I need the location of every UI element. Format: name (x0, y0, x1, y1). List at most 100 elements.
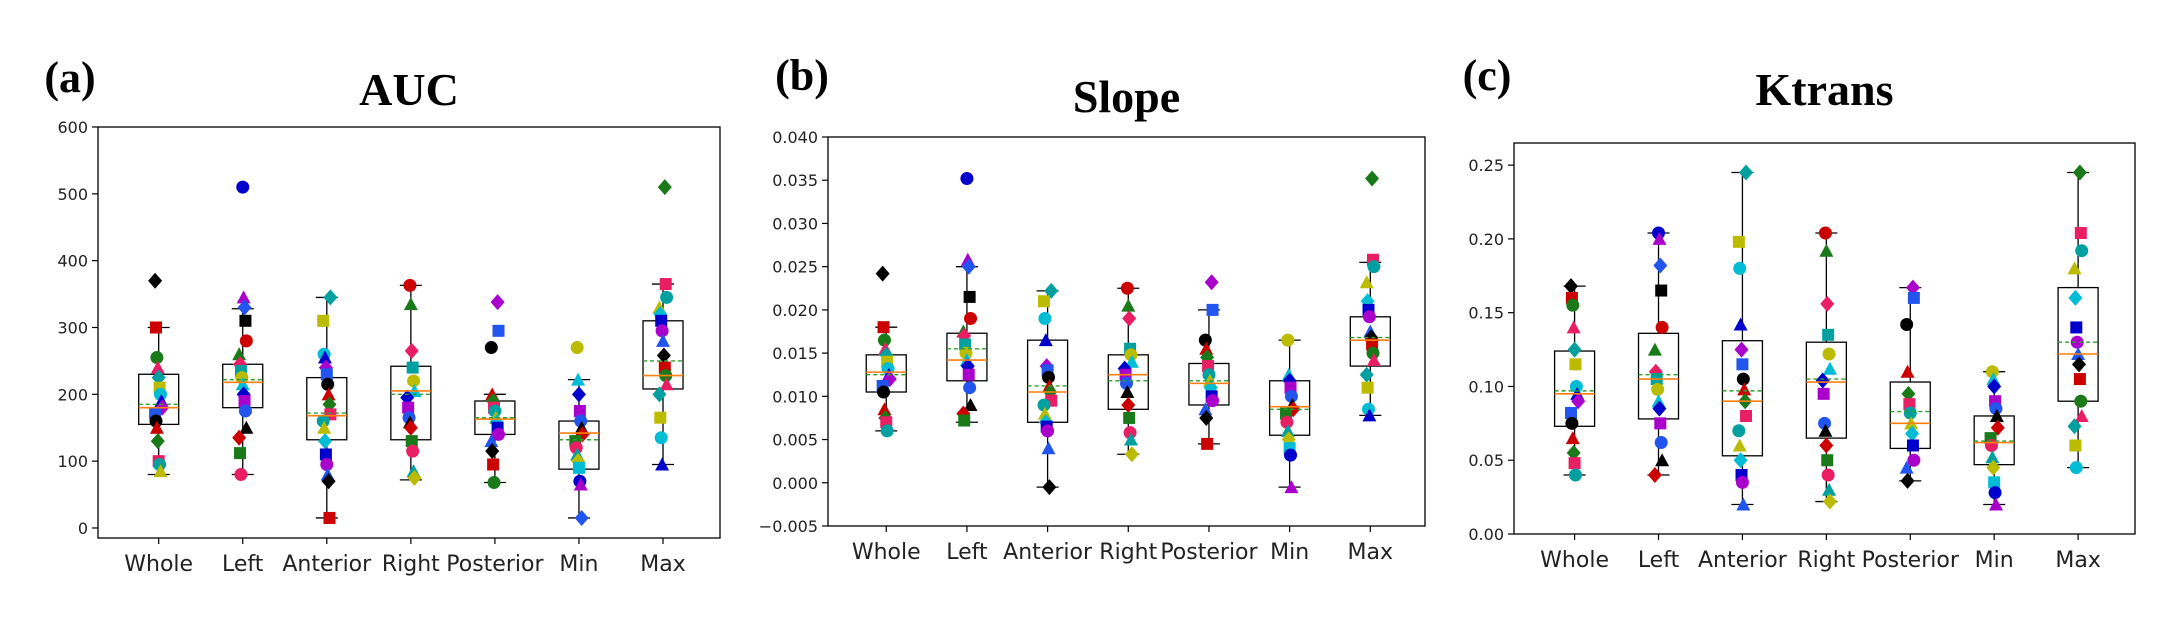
x-tick-label: Right (1099, 540, 1157, 565)
panel-letter: (a) (44, 53, 95, 102)
y-tick-label: 300 (57, 318, 88, 337)
chart-title: AUC (359, 64, 459, 115)
data-point (1822, 328, 1835, 341)
data-point (405, 435, 418, 448)
data-point (1367, 253, 1380, 266)
x-tick-label: Whole (1540, 548, 1609, 573)
data-point (963, 397, 978, 411)
data-point (1647, 466, 1662, 483)
data-point (1362, 310, 1376, 324)
data-point (148, 272, 163, 289)
data-point (236, 290, 251, 304)
data-point (1198, 333, 1212, 347)
data-point (1566, 320, 1581, 334)
data-point (1284, 448, 1298, 462)
data-point (1204, 274, 1219, 291)
data-point (232, 347, 247, 361)
data-point (1985, 365, 1999, 379)
x-tick-label: Max (2055, 548, 2100, 573)
data-point (1041, 441, 1056, 455)
data-point (1822, 347, 1836, 361)
data-point (570, 341, 584, 355)
data-point (963, 381, 977, 395)
data-point (964, 312, 978, 326)
data-point (574, 509, 589, 526)
data-point (657, 179, 672, 196)
x-tick-label: Min (559, 552, 598, 577)
data-point (1822, 493, 1837, 510)
data-point (1124, 446, 1139, 463)
data-point (2070, 321, 2083, 334)
data-point (654, 431, 668, 445)
data-point (492, 324, 505, 337)
data-point (1041, 424, 1055, 438)
data-point (573, 477, 588, 491)
data-point (239, 334, 253, 348)
data-point (149, 321, 162, 334)
data-point (960, 171, 974, 185)
data-point (1900, 364, 1915, 378)
data-point (1735, 475, 1749, 489)
data-point (1567, 341, 1582, 358)
data-point (1901, 385, 1916, 402)
data-point (1736, 372, 1750, 386)
data-point (1733, 317, 1748, 331)
data-point (316, 414, 330, 428)
data-point (2068, 289, 2083, 306)
data-point (1367, 260, 1381, 274)
y-tick-label: 0.10 (1468, 377, 1504, 396)
data-point (1044, 282, 1059, 299)
data-point (1565, 416, 1579, 430)
data-point (404, 342, 419, 359)
data-point (1733, 261, 1747, 275)
data-point (320, 457, 334, 471)
x-tick-label: Max (640, 552, 685, 577)
x-tick-label: Whole (124, 552, 193, 577)
data-point (1732, 438, 1747, 452)
x-tick-label: Posterior (446, 552, 544, 577)
data-point (1037, 406, 1052, 420)
data-point (321, 473, 336, 490)
data-point (1989, 408, 2004, 422)
data-point (1907, 453, 1921, 467)
x-tick-label: Posterior (1160, 540, 1258, 565)
y-tick-label: 0 (78, 519, 88, 538)
data-point (150, 351, 164, 365)
data-point (1362, 408, 1377, 422)
data-point (574, 414, 588, 428)
chart-panel-1: (a) AUC 0 100 200 300 400 500 600 Whole Left Anteri… (44, 53, 721, 577)
data-point (406, 361, 419, 374)
data-point (1569, 379, 1583, 393)
data-point (239, 314, 252, 327)
x-tick-label: Max (1348, 540, 1393, 565)
data-point (963, 290, 976, 303)
data-point (1821, 454, 1834, 467)
data-point (1990, 419, 2005, 436)
data-point (958, 414, 971, 427)
data-point (961, 258, 976, 275)
data-point (323, 511, 336, 524)
data-point (1123, 432, 1138, 446)
data-point (1655, 453, 1670, 467)
data-point (1820, 295, 1835, 312)
data-point (1733, 452, 1748, 469)
data-point (1121, 396, 1136, 413)
data-point (1988, 497, 2003, 511)
y-tick-label: 200 (57, 385, 88, 404)
data-point (1198, 402, 1213, 416)
data-point (2074, 227, 2087, 240)
y-tick-label: 400 (57, 252, 88, 271)
data-point (1199, 341, 1214, 355)
data-point (1124, 354, 1139, 368)
data-point (2072, 164, 2087, 181)
data-point (1655, 320, 1669, 334)
data-point (877, 321, 890, 334)
data-point (1566, 444, 1581, 461)
data-point (1566, 298, 1580, 312)
data-point (1206, 394, 1220, 408)
data-point (1988, 486, 2002, 500)
data-point (317, 433, 332, 450)
data-point (959, 346, 973, 360)
data-point (1737, 382, 1752, 396)
data-point (153, 387, 167, 401)
